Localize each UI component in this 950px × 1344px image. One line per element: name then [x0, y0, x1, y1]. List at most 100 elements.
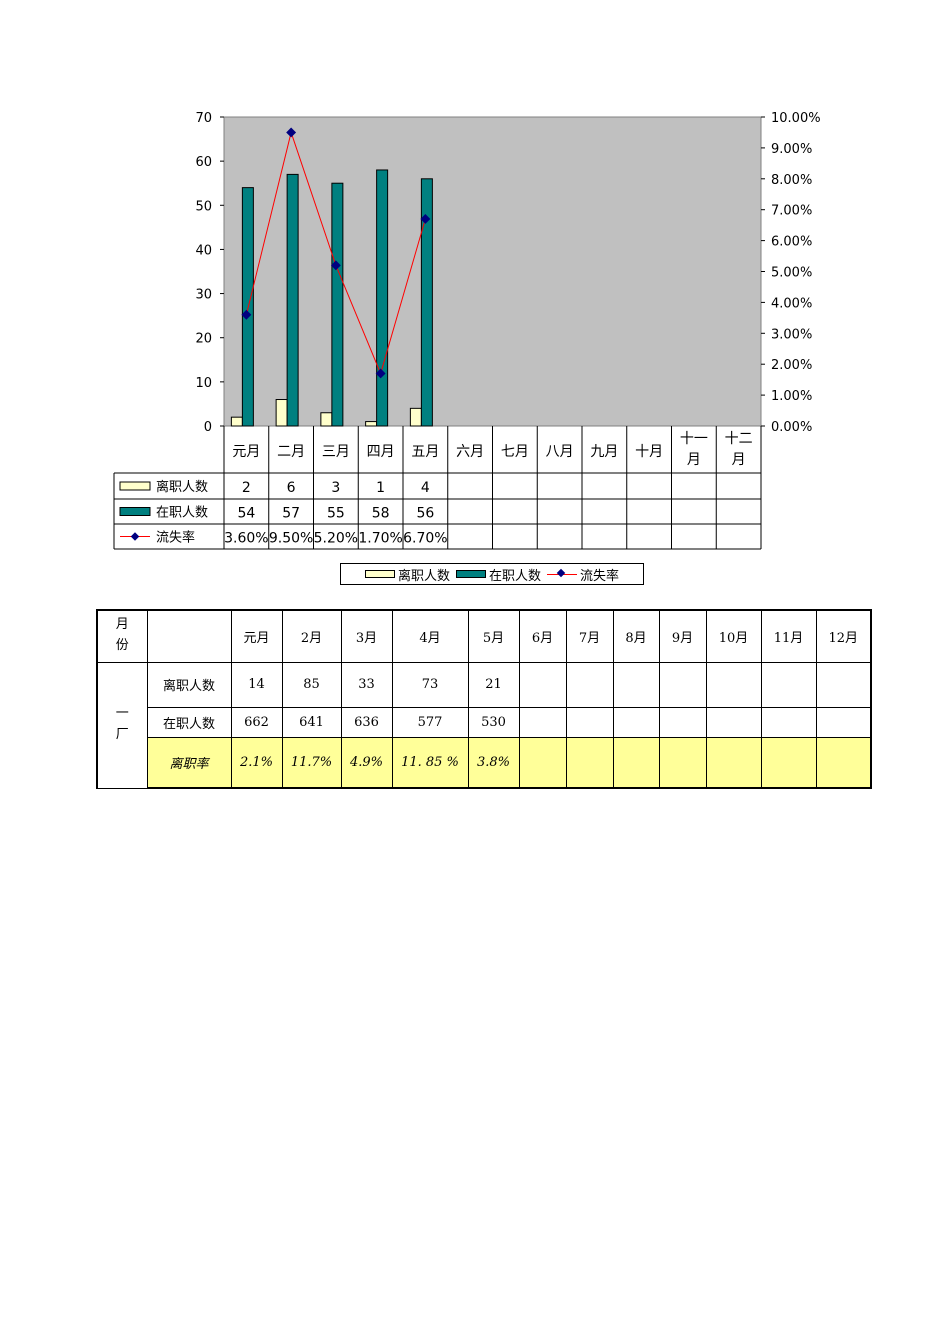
- factory-turnover-table: 月份 元月 2月 3月 4月 5月 6月 7月 8月 9月 10月 11月 12月 一厂 离职人数 14 85 3…: [96, 609, 872, 789]
- row-label: 在职人数: [146, 706, 232, 738]
- legend-swatch-left: [364, 570, 395, 578]
- table-cell: [705, 661, 762, 708]
- turnover-chart: 0 10 20 30 40 50 60 70 0.00% 1.00% 2.00% 3.00% 4.00%…: [113, 111, 821, 550]
- month-header: 9月: [658, 609, 707, 663]
- table-cell: [760, 706, 817, 738]
- table-row: 离职率 2.1% 11.7% 4.9% 11. 85 % 3.8%: [97, 736, 872, 789]
- table-cell: 2.1%: [230, 736, 283, 789]
- table-cell: [760, 661, 817, 708]
- table-cell: 662: [230, 706, 283, 738]
- legend-item-staff: 在职人数: [455, 565, 541, 584]
- bar-left: [230, 416, 243, 427]
- data-table-value: 3.60%: [224, 531, 268, 547]
- x-category-label: 八月: [546, 444, 574, 460]
- table-cell: [815, 661, 872, 708]
- table-cell: [612, 661, 660, 708]
- y2-tick-label: 10.00%: [771, 111, 821, 126]
- table-cell: [658, 736, 707, 789]
- table-cell: 636: [340, 706, 393, 738]
- y-tick-label: 20: [195, 332, 212, 347]
- x-category-label: 三月: [322, 444, 350, 460]
- table-cell: 85: [281, 661, 342, 708]
- table-cell: [518, 706, 567, 738]
- legend-label-staff: 在职人数: [488, 568, 541, 584]
- table-cell: 4.9%: [340, 736, 393, 789]
- row-label: 离职率: [146, 736, 232, 789]
- table-cell: 641: [281, 706, 342, 738]
- x-category-label: 元月: [232, 444, 260, 460]
- month-header: 5月: [467, 609, 520, 663]
- bar-staff: [376, 169, 389, 427]
- x-category-label: 十月: [635, 444, 663, 460]
- table-cell: [815, 706, 872, 738]
- data-table-value: 2: [242, 480, 251, 496]
- y2-tick-label: 5.00%: [771, 266, 812, 281]
- y2-tick-label: 8.00%: [771, 173, 812, 188]
- corner-header: 月份: [96, 609, 148, 663]
- y-tick-label: 50: [195, 199, 212, 214]
- factory-cell: 一厂: [96, 661, 148, 789]
- x-category-label: 月: [687, 452, 701, 468]
- rate-marker: [241, 309, 252, 320]
- month-header: 元月: [230, 609, 283, 663]
- chart-legend: 离职人数 在职人数 流失率: [340, 563, 644, 585]
- y-tick-label: 10: [195, 376, 212, 391]
- x-category-label: 十二: [725, 431, 753, 447]
- data-table-key-swatch: [119, 481, 151, 491]
- data-table-series-name: 离职人数: [156, 479, 208, 495]
- x-category-label: 月: [732, 452, 746, 468]
- table-cell: 11.7%: [281, 736, 342, 789]
- bar-staff: [286, 173, 299, 427]
- bar-left: [275, 399, 288, 427]
- table-cell: [612, 736, 660, 789]
- data-table-series-name: 流失率: [156, 530, 195, 546]
- table-cell: 11. 85 %: [391, 736, 469, 789]
- y2-tick-label: 4.00%: [771, 296, 812, 311]
- legend-swatch-staff: [455, 570, 486, 578]
- y2-tick-label: 9.00%: [771, 142, 812, 157]
- table-cell: [565, 661, 614, 708]
- data-table-value: 1: [376, 480, 385, 496]
- legend-label-rate: 流失率: [580, 568, 620, 584]
- data-table-key-swatch: [119, 507, 151, 516]
- factory-label: 一厂: [115, 706, 129, 742]
- corner-label: 月份: [115, 617, 129, 654]
- table-cell: 14: [230, 661, 283, 708]
- month-header: 8月: [612, 609, 660, 663]
- rate-marker: [286, 127, 297, 138]
- table-row: 一厂 离职人数 14 85 33 73 21: [96, 661, 872, 789]
- month-header: 12月: [815, 609, 872, 663]
- x-category-label: 四月: [367, 444, 395, 460]
- table-cell: 530: [467, 706, 520, 738]
- table-cell: [565, 736, 614, 789]
- table-cell: [658, 661, 707, 708]
- rate-marker: [420, 214, 431, 224]
- bar-left: [409, 407, 422, 427]
- y2-tick-label: 1.00%: [771, 389, 812, 404]
- bar-left: [365, 421, 378, 427]
- month-header: 10月: [705, 609, 762, 663]
- bar-staff: [331, 182, 344, 427]
- legend-swatch-rate: [547, 569, 577, 579]
- y2-tick-label: 6.00%: [771, 235, 812, 250]
- table-cell: [705, 736, 762, 789]
- data-table-value: 57: [282, 506, 300, 522]
- x-category-label: 二月: [277, 444, 305, 460]
- table-cell: [612, 706, 660, 738]
- table-cell: [705, 706, 762, 738]
- y-tick-label: 70: [195, 111, 212, 126]
- table-cell: 21: [467, 661, 520, 708]
- data-table-value: 9.50%: [269, 531, 313, 547]
- month-header: 4月: [391, 609, 469, 663]
- data-table-value: 54: [237, 506, 255, 522]
- data-table-value: 56: [416, 506, 434, 522]
- data-table-value: 1.70%: [358, 531, 402, 547]
- table-cell: [658, 706, 707, 738]
- table-cell: [815, 736, 872, 789]
- data-table-value: 6.70%: [403, 531, 447, 547]
- x-category-label: 五月: [411, 444, 439, 460]
- bar-left: [320, 412, 333, 427]
- data-table-key-swatch: [130, 532, 140, 541]
- y2-tick-label: 2.00%: [771, 358, 812, 373]
- bar-staff: [420, 178, 433, 427]
